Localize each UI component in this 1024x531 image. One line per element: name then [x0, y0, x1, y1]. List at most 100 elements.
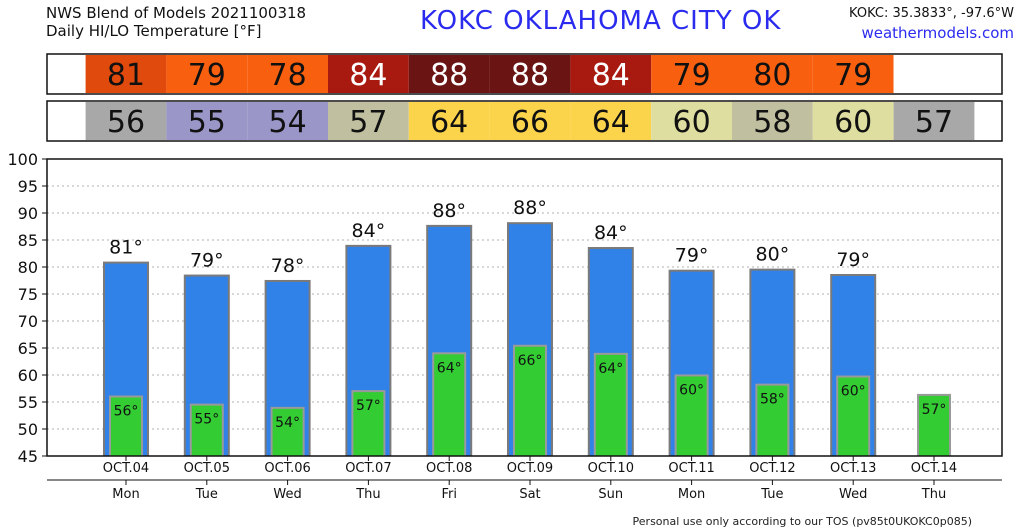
y-tick-label: 100: [7, 150, 38, 169]
hi-strip-value: 88: [511, 58, 549, 93]
lo-strip-cell: [732, 102, 813, 140]
lo-strip-value: 57: [915, 105, 953, 140]
hi-strip-cell: [893, 55, 975, 93]
lo-strip-cell: [408, 102, 490, 140]
lo-bar: [595, 354, 626, 456]
hi-strip-cell: [489, 55, 571, 93]
lo-strip-value: 57: [349, 105, 387, 140]
lo-bar: [191, 405, 222, 456]
lo-strip-cell: [812, 102, 894, 140]
x-date-label: OCT.14: [911, 461, 957, 476]
lo-bar-label: 64°: [437, 360, 462, 376]
y-tick-label: 55: [18, 393, 38, 412]
x-date-label: OCT.06: [264, 461, 310, 476]
y-tick-label: 45: [18, 447, 38, 466]
hi-bar-label: 88°: [432, 200, 466, 222]
lo-bar-label: 54°: [275, 415, 300, 431]
lo-bar: [919, 395, 949, 456]
x-day-label: Mon: [112, 487, 139, 502]
x-day-label: Wed: [839, 487, 867, 502]
lo-strip-value: 66: [511, 105, 549, 140]
hi-strip-cell: [247, 55, 328, 93]
y-tick-label: 65: [18, 339, 38, 358]
x-date-label: OCT.07: [345, 461, 391, 476]
y-tick-label: 50: [18, 420, 38, 439]
lo-strip-cell: [893, 102, 975, 140]
lo-bar-label: 56°: [114, 404, 139, 420]
site-link[interactable]: weathermodels.com: [861, 24, 1014, 42]
lo-strip-value: 58: [753, 105, 791, 140]
hi-strip-cell: [732, 55, 813, 93]
hi-bar-label: 81°: [109, 237, 143, 259]
hi-strip-cell: [328, 55, 409, 93]
x-date-label: OCT.12: [749, 461, 795, 476]
hi-bar-label: 84°: [352, 220, 386, 242]
lo-bar-label: 55°: [194, 412, 219, 428]
lo-bar-label: 57°: [356, 398, 381, 414]
hi-strip-cell: [85, 55, 167, 93]
lo-strip-cell: [570, 102, 652, 140]
plot-frame: [46, 158, 1003, 457]
hi-bar-label: 79°: [675, 245, 709, 267]
hi-strip-cell: [570, 55, 652, 93]
x-date-label: OCT.09: [507, 461, 553, 476]
x-date-label: OCT.10: [588, 461, 634, 476]
hi-strip-value: 88: [430, 58, 468, 93]
lo-strip-value: 60: [673, 105, 711, 140]
hi-strip-cell: [651, 55, 732, 93]
x-date-label: OCT.08: [426, 461, 472, 476]
hi-strip-value: 84: [592, 58, 630, 93]
x-day-label: Thu: [355, 487, 380, 502]
lo-bar-label: 60°: [679, 382, 704, 398]
lo-strip-cell: [489, 102, 571, 140]
lo-strip-value: 54: [269, 105, 307, 140]
lo-bar: [838, 377, 869, 456]
lo-strip-cell: [85, 102, 167, 140]
x-date-label: OCT.05: [184, 461, 230, 476]
hi-strip-cell: [408, 55, 490, 93]
y-tick-label: 95: [18, 177, 38, 196]
lo-bar-label: 64°: [598, 361, 623, 377]
hi-bar-label: 79°: [190, 250, 224, 272]
x-date-label: OCT.11: [668, 461, 714, 476]
station-title: KOKC OKLAHOMA CITY OK: [420, 6, 782, 36]
footer-note: Personal use only according to our TOS (…: [632, 515, 972, 528]
lo-bar: [515, 346, 545, 456]
lo-strip-value: 60: [834, 105, 872, 140]
y-tick-label: 90: [18, 204, 38, 223]
y-tick-label: 70: [18, 312, 38, 331]
x-date-label: OCT.04: [103, 461, 149, 476]
lo-strip-cell: [247, 102, 328, 140]
lo-bar-label: 66°: [518, 353, 543, 369]
lo-strip-value: 64: [592, 105, 630, 140]
x-day-label: Tue: [760, 487, 783, 502]
hi-bar-label: 78°: [271, 255, 305, 277]
hi-strip-cell: [812, 55, 894, 93]
x-day-label: Thu: [921, 487, 946, 502]
x-day-label: Tue: [195, 487, 218, 502]
hi-bar-label: 84°: [594, 222, 628, 244]
lo-bar: [757, 385, 788, 456]
lo-bar: [676, 376, 707, 456]
chart-title-model: NWS Blend of Models 2021100318: [46, 4, 307, 22]
lo-strip-cell: [166, 102, 248, 140]
x-day-label: Wed: [273, 487, 301, 502]
lo-strip-cell: [328, 102, 409, 140]
x-date-label: OCT.13: [830, 461, 876, 476]
x-day-label: Sat: [519, 487, 540, 502]
lo-bar-label: 60°: [841, 384, 866, 400]
hi-strip-value: 80: [753, 58, 791, 93]
hi-bar-label: 80°: [756, 244, 790, 266]
lo-strip-value: 64: [430, 105, 468, 140]
lo-bar-label: 58°: [760, 392, 785, 408]
hi-strip-value: 79: [673, 58, 711, 93]
chart-title-variable: Daily HI/LO Temperature [°F]: [46, 22, 262, 40]
lo-bar-label: 57°: [922, 402, 947, 418]
y-tick-label: 60: [18, 366, 38, 385]
hi-strip-value: 81: [107, 58, 145, 93]
y-tick-label: 80: [18, 258, 38, 277]
lo-bar: [353, 392, 384, 456]
hi-bar-label: 79°: [836, 249, 870, 271]
hi-strip-value: 84: [349, 58, 387, 93]
hi-strip-value: 78: [269, 58, 307, 93]
